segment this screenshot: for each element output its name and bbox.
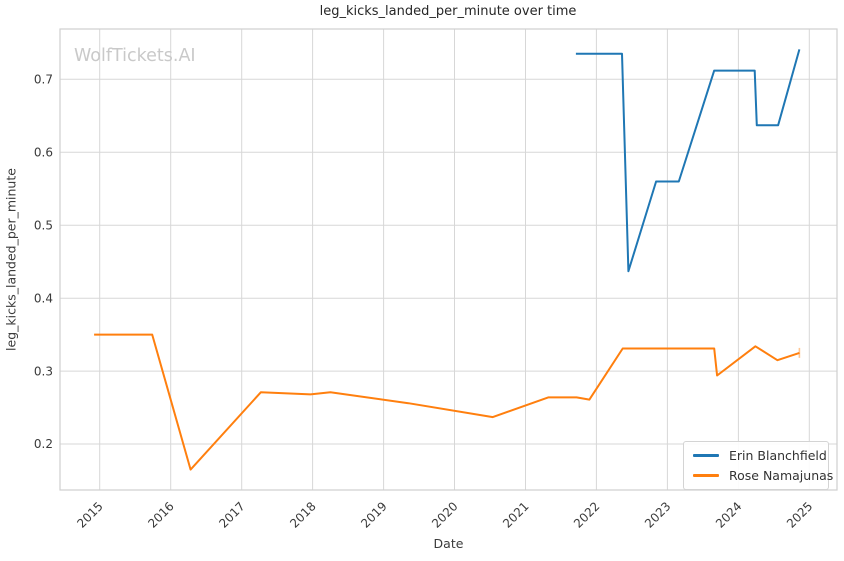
legend: Erin Blanchfield Rose Namajunas — [683, 441, 833, 490]
svg-text:2017: 2017 — [216, 499, 247, 530]
legend-item-erin-blanchfield: Erin Blanchfield — [693, 448, 827, 463]
svg-text:0.5: 0.5 — [34, 218, 53, 232]
svg-text:0.7: 0.7 — [34, 73, 53, 87]
chart-title-text: leg_kicks_landed_per_minute over time — [319, 4, 577, 19]
svg-text:2016: 2016 — [145, 499, 176, 530]
svg-text:2015: 2015 — [74, 499, 105, 530]
svg-text:2019: 2019 — [358, 499, 389, 530]
plot-frame — [59, 28, 838, 491]
legend-line-swatch-blue — [693, 454, 719, 457]
svg-text:2023: 2023 — [642, 499, 673, 530]
x-tick-labels: 2015 2016 2017 2018 2019 2020 2021 2022 2023 2024… — [74, 499, 815, 530]
svg-text:0.2: 0.2 — [34, 437, 53, 451]
series-line-rose-namajunas — [94, 333, 800, 471]
legend-line-swatch-orange — [693, 474, 719, 477]
watermark-logo-text: WolfTickets.AI — [74, 46, 196, 66]
chart-title: leg_kicks_landed_per_minute over time — [0, 4, 844, 19]
svg-text:2025: 2025 — [784, 499, 815, 530]
svg-text:2020: 2020 — [429, 499, 460, 530]
svg-text:2022: 2022 — [571, 499, 602, 530]
legend-label: Rose Namajunas — [729, 468, 834, 483]
svg-text:0.3: 0.3 — [34, 364, 53, 378]
svg-text:0.6: 0.6 — [34, 146, 53, 160]
y-tick-labels: 0.2 0.3 0.4 0.5 0.6 0.7 — [34, 73, 53, 452]
y-axis-label: leg_kicks_landed_per_minute — [3, 168, 19, 351]
svg-text:2024: 2024 — [713, 499, 744, 530]
y-gridlines — [60, 78, 837, 445]
x-gridlines — [99, 29, 810, 490]
svg-text:0.4: 0.4 — [34, 291, 53, 305]
svg-text:2021: 2021 — [500, 499, 531, 530]
legend-label: Erin Blanchfield — [729, 448, 827, 463]
x-axis-label: Date — [433, 536, 464, 551]
svg-text:2018: 2018 — [287, 499, 318, 530]
legend-item-rose-namajunas: Rose Namajunas — [693, 468, 833, 483]
series-line-erin-blanchfield — [575, 49, 801, 273]
